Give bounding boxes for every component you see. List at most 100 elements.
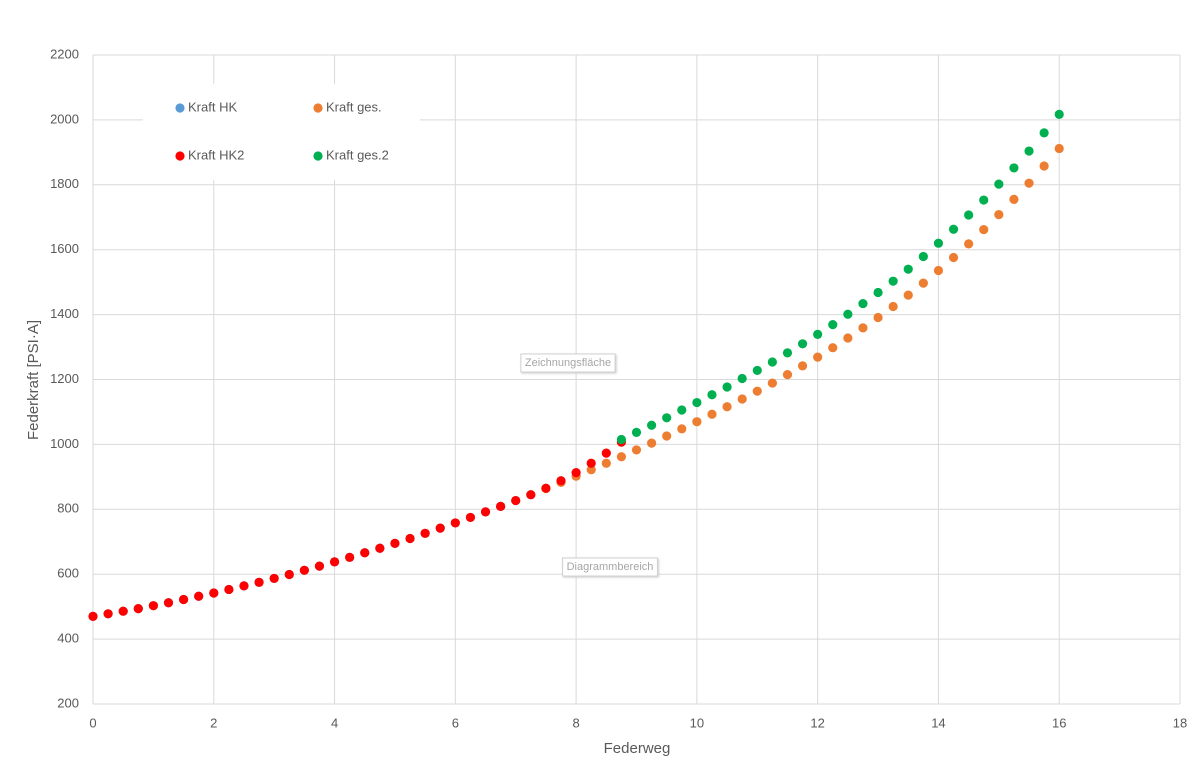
legend-marker [175, 151, 185, 161]
scatter-point [813, 329, 823, 339]
scatter-point [752, 386, 762, 396]
legend-label: Kraft HK [188, 99, 237, 114]
scatter-point [964, 210, 974, 220]
scatter-point [390, 538, 400, 548]
scatter-point [88, 611, 98, 621]
scatter-point [465, 512, 476, 523]
scatter-point [118, 606, 128, 616]
legend-label: Kraft HK2 [188, 147, 244, 162]
scatter-point [329, 557, 340, 567]
y-axis-title: Federkraft [PSI·A] [25, 320, 42, 440]
scatter-point [148, 601, 158, 611]
scatter-point [933, 265, 944, 276]
legend-marker [313, 151, 323, 161]
scatter-point [858, 298, 868, 309]
annotation-box [520, 353, 616, 373]
scatter-point [873, 312, 883, 323]
scatter-point [873, 287, 883, 298]
scatter-point [601, 458, 611, 468]
scatter-point [692, 417, 702, 427]
x-axis-title: Federweg [604, 740, 671, 757]
scatter-point [918, 278, 928, 288]
y-tick-label: 600 [57, 566, 79, 581]
scatter-point [601, 448, 611, 458]
scatter-point [616, 434, 627, 445]
scatter-point [843, 309, 853, 319]
y-tick-label: 2200 [50, 46, 79, 61]
scatter-point [888, 301, 898, 312]
scatter-point [178, 594, 189, 605]
x-tick-label: 16 [1052, 715, 1066, 730]
scatter-point [828, 343, 838, 353]
scatter-point [405, 533, 415, 544]
y-tick-label: 200 [57, 695, 79, 710]
scatter-point [224, 584, 234, 595]
scatter-point [692, 397, 702, 408]
scatter-point [994, 210, 1004, 220]
scatter-point [1009, 163, 1019, 173]
x-tick-label: 4 [331, 715, 338, 730]
y-tick-label: 800 [57, 501, 79, 516]
scatter-point [994, 179, 1004, 189]
scatter-point [435, 523, 445, 533]
x-tick-label: 0 [89, 715, 96, 730]
scatter-point [284, 569, 294, 580]
scatter-point [631, 427, 642, 437]
legend-marker [313, 103, 323, 113]
legend-label: Kraft ges.2 [326, 147, 389, 162]
annotation: Zeichnungsfläche [520, 353, 616, 373]
scatter-point [314, 561, 325, 571]
scatter-point [299, 565, 309, 575]
scatter-point [964, 239, 974, 249]
scatter-point [1054, 109, 1064, 119]
scatter-point [541, 483, 551, 493]
y-tick-label: 1600 [50, 241, 79, 256]
y-tick-label: 1800 [50, 176, 79, 191]
scatter-point [782, 370, 793, 380]
scatter-point [103, 609, 113, 619]
y-tick-label: 2000 [50, 111, 79, 126]
scatter-point [194, 591, 204, 601]
scatter-point [1054, 143, 1064, 154]
scatter-point [707, 409, 717, 419]
scatter-point [1039, 128, 1049, 138]
scatter-point [556, 476, 566, 486]
scatter-point [1009, 194, 1019, 205]
x-tick-label: 8 [572, 715, 579, 730]
scatter-point [1024, 146, 1034, 156]
scatter-point [209, 588, 219, 598]
scatter-point [662, 413, 672, 423]
scatter-point [782, 348, 793, 358]
annotation-text: Zeichnungsfläche [525, 357, 611, 369]
scatter-point [752, 365, 762, 376]
scatter-point [828, 320, 838, 330]
scatter-point [239, 581, 249, 591]
scatter-point [586, 458, 596, 468]
scatter-point [903, 264, 913, 274]
scatter-point [526, 490, 536, 500]
x-tick-label: 10 [690, 715, 704, 730]
legend-marker [175, 103, 185, 113]
scatter-point [948, 252, 959, 263]
scatter-point [1024, 178, 1034, 188]
scatter-point [133, 603, 143, 614]
x-tick-label: 2 [210, 715, 217, 730]
scatter-point [797, 339, 808, 349]
scatter-point [511, 495, 521, 506]
scatter-point [662, 431, 672, 441]
x-tick-label: 18 [1173, 715, 1187, 730]
scatter-point [767, 357, 777, 367]
legend-box [143, 84, 420, 180]
scatter-point [616, 452, 627, 462]
scatter-point [858, 323, 868, 333]
scatter-point [360, 548, 370, 558]
scatter-point [948, 224, 959, 234]
legend-label: Kraft ges. [326, 99, 382, 114]
scatter-point [737, 373, 747, 384]
y-tick-label: 1200 [50, 371, 79, 386]
x-tick-label: 14 [931, 715, 945, 730]
scatter-point [918, 251, 928, 262]
scatter-point [707, 390, 717, 400]
scatter-point [979, 195, 989, 205]
scatter-point [979, 224, 989, 235]
